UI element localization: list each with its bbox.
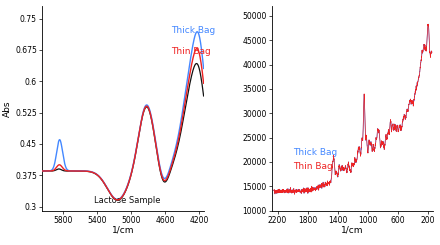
X-axis label: 1/cm: 1/cm [341, 226, 364, 235]
Text: Thin Bag: Thin Bag [171, 47, 211, 56]
Y-axis label: Abs: Abs [3, 100, 12, 117]
X-axis label: 1/cm: 1/cm [111, 226, 134, 235]
Text: Thick Bag: Thick Bag [293, 148, 337, 157]
Text: Thin Bag: Thin Bag [293, 162, 332, 171]
Text: Thick Bag: Thick Bag [171, 26, 216, 35]
Text: Lactose Sample: Lactose Sample [94, 196, 160, 205]
